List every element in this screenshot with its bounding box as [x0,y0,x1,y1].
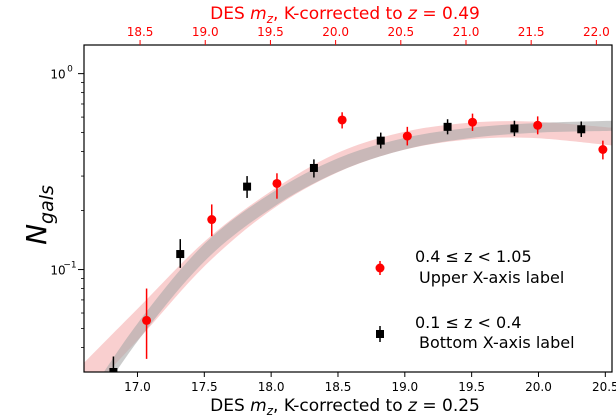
data-markers [109,115,608,372]
lower-point-5 [443,122,452,131]
upper-point-4 [402,131,412,141]
upper-point-2 [272,178,282,188]
confidence-bands [84,120,612,372]
upper-point-0 [142,315,152,325]
lower-point-4 [376,136,385,145]
top-tick-label-3: 20.0 [322,25,349,39]
lower-point-6 [510,124,519,133]
top-x-axis: 18.5 19.0 19.5 20.0 20.5 21.0 21.5 22.0 [127,25,610,45]
bottom-x-axis-label: DES mz, K-corrected to z = 0.25 [210,396,480,416]
top-x-axis-label: DES mz, K-corrected to z = 0.49 [210,4,480,26]
top-tick-label-2: 19.5 [257,25,284,39]
legend-entry-lower: 0.1 ≤ z < 0.4 Bottom X-axis label [376,313,575,352]
bottom-tick-label-6: 20.0 [525,380,552,394]
bottom-tick-label-4: 19.0 [391,380,418,394]
lower-point-3 [309,163,318,172]
bottom-tick-label-0: 17.0 [124,380,151,394]
top-tick-label-5: 21.0 [453,25,480,39]
y-tick-label-0: 10 [50,68,65,82]
upper-point-7 [598,144,608,154]
upper-point-1 [207,215,217,225]
lower-point-7 [577,125,586,134]
bottom-x-axis: 17.0 17.5 18.0 18.5 19.0 19.5 20.0 20.5 [124,372,616,394]
top-tick-label-1: 19.0 [192,25,219,39]
bottom-tick-label-3: 18.5 [325,380,352,394]
y-tick-exponent-1: −1 [63,261,76,271]
legend-range-lower: 0.1 ≤ z < 0.4 [415,313,521,332]
legend-range-upper: 0.4 ≤ z < 1.05 [415,247,532,266]
bottom-tick-label-2: 18.0 [258,380,285,394]
top-tick-label-0: 18.5 [127,25,154,39]
top-tick-label-7: 22.0 [583,25,610,39]
top-tick-label-4: 20.5 [387,25,414,39]
y-axis-label: Ngals [20,185,58,245]
legend-label-lower: Bottom X-axis label [419,333,575,352]
plot-frame [83,44,613,373]
y-tick-label-1: 10 [50,264,65,278]
lower-point-0 [109,368,118,372]
legend: 0.4 ≤ z < 1.05 Upper X-axis label 0.1 ≤ … [375,247,575,352]
bottom-tick-label-7: 20.5 [592,380,616,394]
legend-entry-upper: 0.4 ≤ z < 1.05 Upper X-axis label [375,247,564,287]
bottom-tick-label-5: 19.5 [458,380,485,394]
upper-point-3 [337,115,347,125]
upper-point-6 [533,120,543,130]
lower-point-2 [243,182,252,191]
upper-point-5 [468,117,478,127]
band-lower [103,120,612,372]
y-tick-exponent-0: 0 [67,65,73,75]
bottom-tick-label-1: 17.5 [191,380,218,394]
lower-point-1 [176,250,185,259]
legend-label-upper: Upper X-axis label [419,268,564,287]
y-axis: 10 010−1 [50,65,84,348]
top-tick-label-6: 21.5 [518,25,545,39]
